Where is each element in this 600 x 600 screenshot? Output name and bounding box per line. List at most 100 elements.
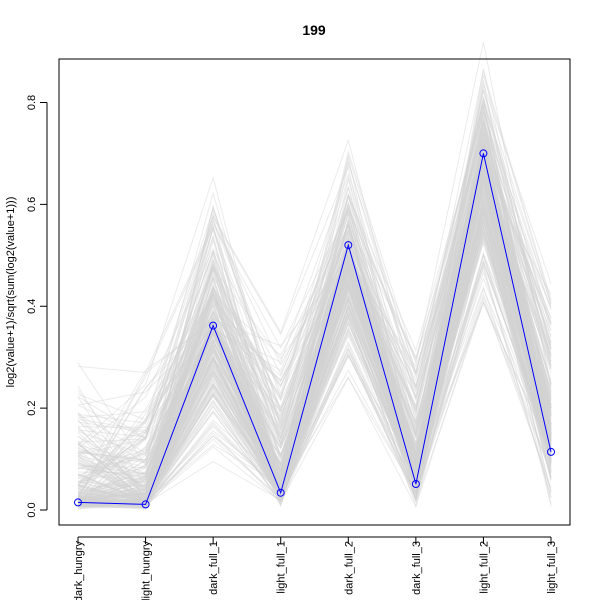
- background-profile-line: [77, 229, 552, 507]
- background-profile-line: [77, 229, 552, 503]
- x-tick-label: light_hungry: [141, 541, 153, 600]
- background-profile-line: [77, 211, 552, 501]
- background-profile-line: [77, 266, 552, 504]
- background-profile-line: [77, 204, 552, 503]
- background-profile-line: [77, 136, 552, 503]
- y-tick-label: 0.2: [26, 400, 38, 415]
- background-profile-line: [77, 143, 552, 456]
- background-profile-line: [77, 208, 552, 508]
- background-profile-line: [77, 134, 552, 478]
- y-tick-label: 0.4: [26, 299, 38, 314]
- plot-frame: [58, 58, 571, 526]
- background-profile-line: [77, 141, 552, 500]
- background-profile-line: [77, 193, 552, 503]
- background-profile-line: [77, 200, 552, 503]
- background-profile-line: [77, 201, 552, 505]
- background-profile-line: [77, 151, 552, 477]
- background-profile-line: [77, 168, 552, 495]
- background-profile-line: [77, 276, 552, 505]
- background-profile-line: [77, 68, 552, 469]
- background-profile-line: [77, 131, 552, 502]
- background-profile-line: [77, 180, 552, 501]
- background-profiles: [77, 41, 552, 510]
- background-profile-line: [77, 129, 552, 466]
- background-profile-line: [77, 80, 552, 497]
- x-tick-label: dark_full_3: [411, 541, 423, 595]
- background-profile-line: [77, 219, 552, 502]
- background-profile-line: [77, 177, 552, 504]
- background-profile-line: [77, 234, 552, 507]
- background-profile-line: [77, 184, 552, 508]
- highlighted-series: [74, 149, 555, 509]
- background-profile-line: [77, 259, 552, 502]
- background-profile-line: [77, 128, 552, 483]
- background-profile-line: [77, 182, 552, 494]
- background-profile-line: [77, 201, 552, 498]
- background-profile-line: [77, 134, 552, 502]
- background-profile-line: [77, 182, 552, 504]
- background-profile-line: [77, 122, 552, 487]
- background-profile-line: [77, 172, 552, 501]
- series-point: [479, 149, 488, 158]
- background-profile-line: [77, 191, 552, 502]
- background-profile-line: [77, 104, 552, 476]
- background-profile-line: [77, 122, 552, 456]
- background-profile-line: [77, 199, 552, 501]
- background-profile-line: [77, 137, 552, 499]
- background-profile-line: [77, 144, 552, 502]
- background-profile-line: [77, 177, 552, 505]
- background-profile-line: [77, 196, 552, 503]
- background-profile-line: [77, 173, 552, 487]
- background-profile-line: [77, 167, 552, 502]
- background-profile-line: [77, 149, 552, 470]
- background-profile-line: [77, 96, 552, 470]
- background-profile-line: [77, 220, 552, 505]
- background-profile-line: [77, 204, 552, 506]
- background-profile-line: [77, 90, 552, 443]
- background-profile-line: [77, 203, 552, 508]
- y-axis: 0.0 0.2 0.4 0.6 0.8: [26, 95, 48, 518]
- background-profile-line: [77, 185, 552, 507]
- background-profile-line: [77, 41, 552, 446]
- background-profile-line: [77, 180, 552, 504]
- background-profile-line: [77, 107, 552, 501]
- background-profile-line: [77, 173, 552, 503]
- background-profile-line: [77, 234, 552, 503]
- series-point: [141, 500, 150, 509]
- background-profile-line: [77, 192, 552, 504]
- background-profile-line: [77, 301, 552, 505]
- background-profile-line: [77, 89, 552, 469]
- background-profile-line: [77, 169, 552, 500]
- background-profile-line: [77, 285, 552, 505]
- background-profile-line: [77, 215, 552, 501]
- background-profile-line: [77, 208, 552, 502]
- background-profile-line: [77, 70, 552, 483]
- background-profile-line: [77, 130, 552, 439]
- x-tick-label: dark_full_2: [343, 541, 355, 595]
- background-profile-line: [77, 172, 552, 503]
- background-profile-line: [77, 120, 552, 503]
- background-profile-line: [77, 173, 552, 472]
- background-profile-line: [77, 208, 552, 492]
- series-point: [209, 321, 218, 330]
- background-profile-line: [77, 161, 552, 501]
- background-profile-line: [77, 213, 552, 504]
- y-tick-label: 0.0: [26, 502, 38, 517]
- background-profile-line: [77, 184, 552, 507]
- background-profile-line: [77, 130, 552, 501]
- background-profile-line: [77, 166, 552, 494]
- background-profile-line: [77, 213, 552, 507]
- background-profile-line: [77, 217, 552, 507]
- background-profile-line: [77, 144, 552, 503]
- series-point: [276, 488, 285, 497]
- background-profile-line: [77, 228, 552, 503]
- background-profile-line: [77, 182, 552, 504]
- background-profile-line: [77, 195, 552, 503]
- series-point: [74, 498, 82, 507]
- background-profile-line: [77, 164, 552, 491]
- background-profile-line: [77, 181, 552, 503]
- background-profile-line: [77, 140, 552, 503]
- background-profile-line: [77, 287, 552, 509]
- background-profile-line: [77, 191, 552, 503]
